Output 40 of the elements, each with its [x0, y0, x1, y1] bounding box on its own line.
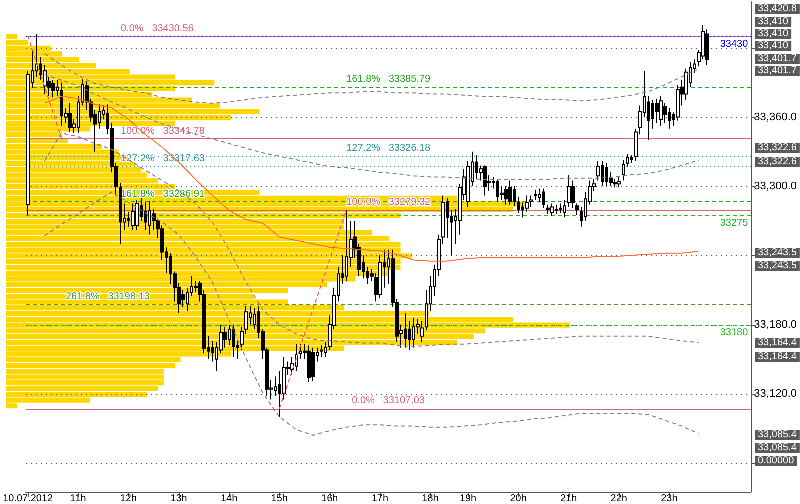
- text: 33,410: [758, 28, 790, 40]
- ref-line-label: 33180: [720, 327, 749, 338]
- x-tick-label: 14h: [220, 494, 238, 504]
- text: 33,322.6: [758, 142, 798, 154]
- text: 33,243.5: [758, 248, 798, 258]
- y-tick-label: 33,360.0: [754, 111, 798, 124]
- ref-line-label: 0.0% 33107.03: [352, 395, 426, 406]
- text: 33,410: [758, 16, 790, 28]
- text: 33,085.4: [758, 430, 798, 440]
- x-tick-label: 18h: [422, 494, 439, 504]
- x-tick-label: 20h: [510, 494, 527, 504]
- ref-line-label: 127.2% 33326.18: [346, 142, 432, 154]
- ref-line-label: 161.8% 33385.79: [346, 74, 432, 86]
- text: 33,401.7: [758, 66, 798, 76]
- x-tick-label: 22h: [610, 494, 628, 504]
- x-tick-label: 21h: [560, 494, 578, 504]
- text: 33,164.4: [758, 338, 798, 348]
- ref-line-label: 33430: [720, 39, 749, 50]
- x-tick-label: 23h: [661, 494, 678, 504]
- ref-line-label: 0.0% 33430.56: [121, 23, 194, 34]
- x-tick-label: 12h: [120, 494, 138, 504]
- x-tick-label: 10.07.2012: [3, 494, 54, 504]
- text: 33,420.8: [758, 4, 798, 14]
- text: 33,401.7: [758, 54, 798, 64]
- y-tick-label: 33,120.0: [754, 388, 798, 400]
- x-tick-label: 15h: [271, 494, 288, 504]
- x-tick-label: 11h: [70, 494, 86, 504]
- y-tick-label: 33,300.0: [754, 180, 798, 192]
- x-tick-label: 13h: [170, 494, 188, 504]
- text: 33,243.5: [758, 260, 798, 272]
- text: 0.00000: [758, 456, 795, 466]
- x-tick-label: 16h: [322, 494, 338, 504]
- x-tick-label: 17h: [372, 494, 389, 504]
- x-tick-label: 19h: [460, 494, 477, 504]
- text: 33,085.4: [758, 442, 798, 454]
- y-tick-label: 33,180.0: [754, 318, 798, 331]
- ref-line-label: 33275: [720, 218, 749, 229]
- text: 33,164.4: [758, 352, 798, 362]
- text: 33,322.6: [758, 156, 798, 168]
- text: 33,410: [758, 40, 790, 52]
